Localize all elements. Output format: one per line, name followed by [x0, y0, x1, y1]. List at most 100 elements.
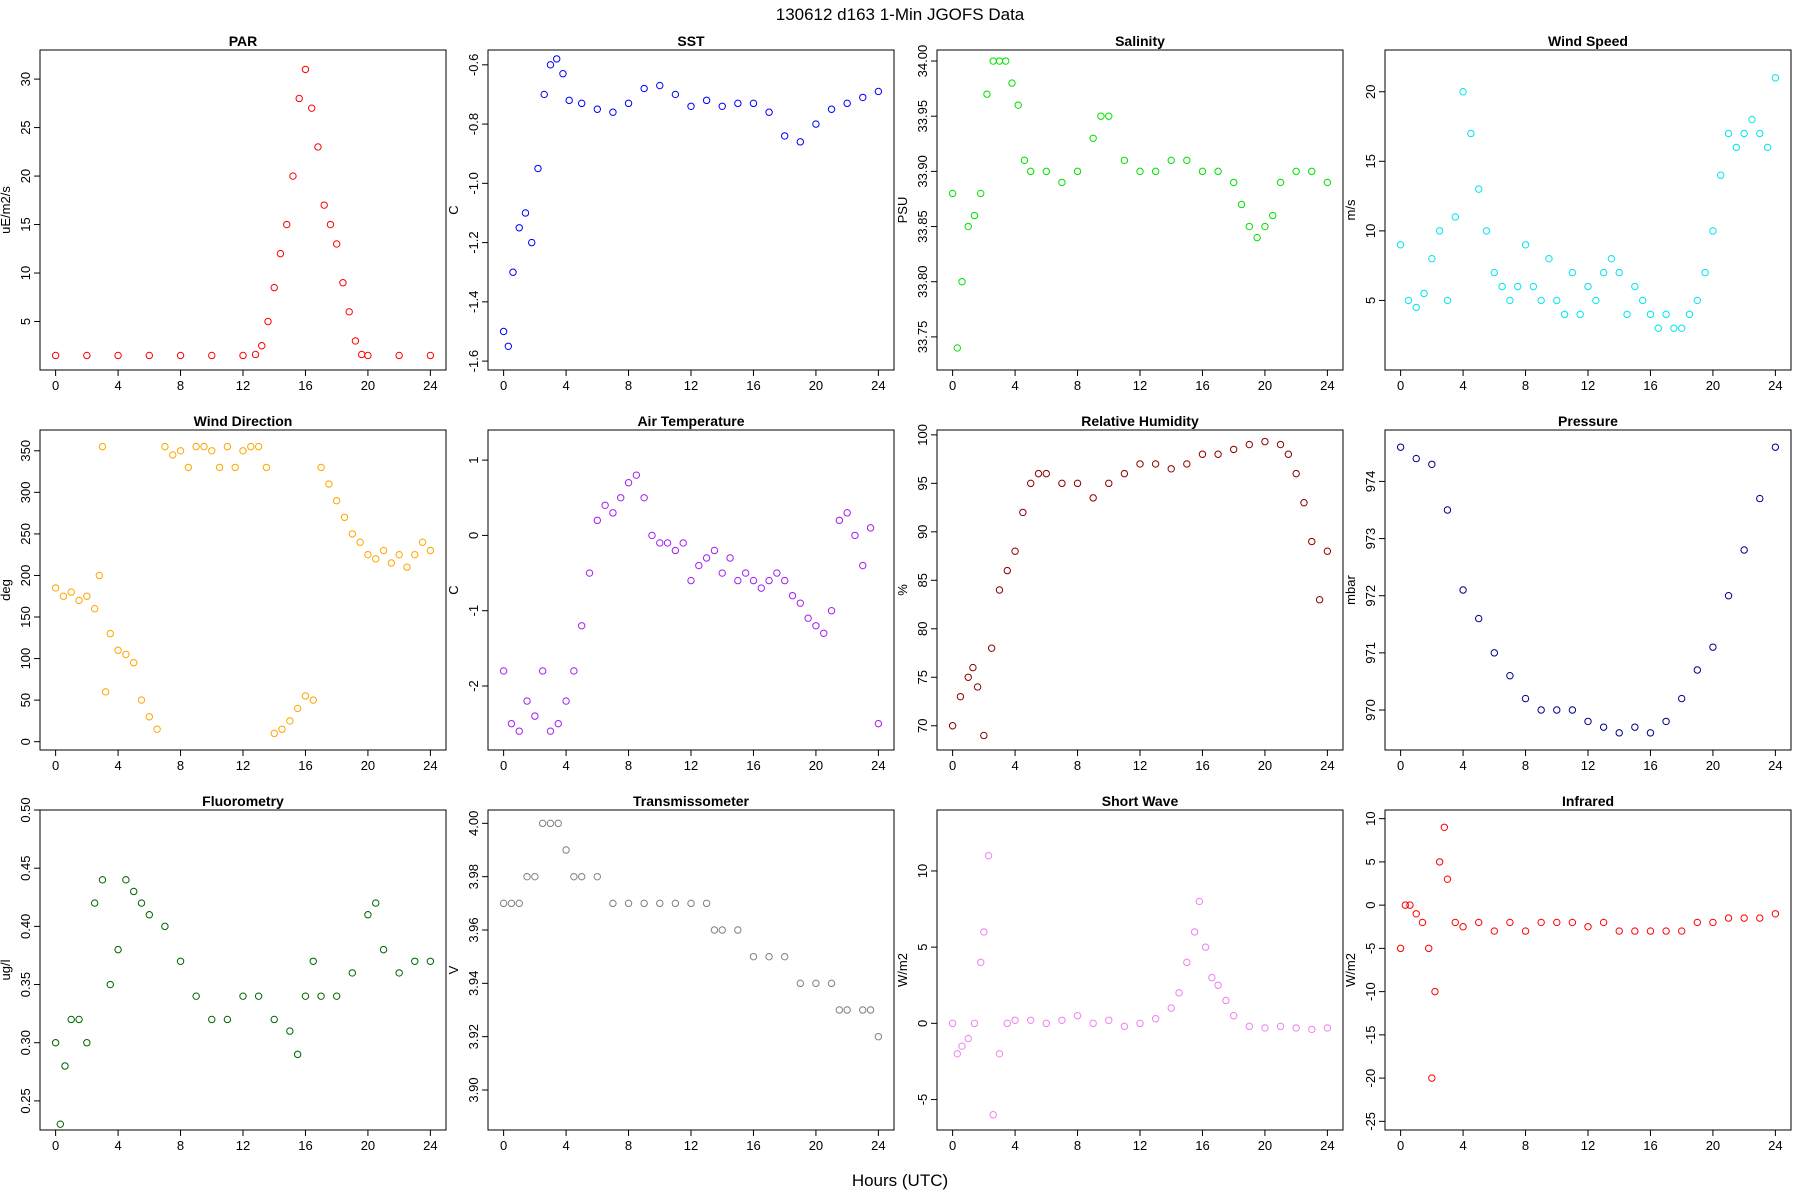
data-point [356, 538, 364, 546]
data-point [1724, 914, 1733, 922]
y-axis-label: W/m2 [895, 953, 910, 987]
data-point [1428, 460, 1436, 468]
panel-title: Fluorometry [202, 793, 284, 809]
x-tick-label: 0 [52, 1138, 59, 1153]
data-point [624, 99, 633, 108]
data-point [56, 1120, 64, 1128]
data-point [780, 132, 789, 140]
data-point [1763, 143, 1772, 152]
data-point [145, 911, 154, 919]
data-series [51, 65, 435, 360]
data-point [339, 279, 347, 287]
data-point [1709, 227, 1717, 235]
x-tick-label: 16 [1195, 378, 1209, 393]
y-tick-label: 10 [1363, 811, 1378, 825]
data-point [286, 1027, 294, 1035]
data-point [671, 546, 680, 555]
data-point [749, 952, 758, 961]
y-tick-label: -1.2 [466, 231, 481, 253]
panel-relative-humidity: Relative Humidity% 0 4 8 12 16 20 24 70 75 80 85 90 9… [895, 413, 1344, 773]
data-point [866, 1006, 875, 1014]
data-point [499, 327, 508, 336]
data-point [1058, 1016, 1066, 1024]
y-tick-label: 3.96 [466, 917, 481, 942]
y-tick-label: 33.75 [915, 321, 930, 354]
data-point [1428, 254, 1436, 263]
x-tick-label: 12 [1581, 1138, 1595, 1153]
data-point [293, 1050, 302, 1059]
x-tick-label: 24 [1768, 378, 1782, 393]
data-series [51, 876, 435, 1128]
data-point [562, 846, 570, 854]
data-point [1167, 156, 1175, 165]
data-point [1490, 649, 1499, 657]
data-point [345, 308, 353, 316]
panel-short-wave: Short Wave W/m2 0 4 8 12 16 20 24 -5 0 5 10 [895, 793, 1344, 1153]
data-point [208, 351, 216, 360]
data-point [1292, 469, 1300, 478]
data-point [1292, 1024, 1300, 1032]
x-axis-label: Hours (UTC) [852, 1171, 948, 1190]
x-tick-label: 24 [871, 1138, 885, 1153]
x-tick-label: 20 [1706, 1138, 1720, 1153]
data-point [1514, 282, 1522, 291]
data-point [1662, 927, 1670, 935]
x-tick-label: 0 [500, 378, 507, 393]
data-point [83, 1039, 91, 1047]
data-point [1490, 927, 1499, 935]
data-point [1105, 1016, 1113, 1024]
data-point [340, 513, 349, 521]
data-point [980, 731, 988, 740]
data-point [295, 94, 303, 103]
x-tick-label: 12 [684, 378, 698, 393]
data-point [859, 1006, 867, 1014]
data-point [1474, 614, 1483, 623]
x-tick-label: 0 [500, 1138, 507, 1153]
data-point [1584, 282, 1592, 291]
y-tick-label: -25 [1363, 1112, 1378, 1131]
y-tick-label: 25 [18, 120, 33, 134]
data-point [765, 576, 773, 585]
data-point [1412, 303, 1420, 312]
data-point [372, 899, 380, 907]
y-tick-label: 70 [915, 719, 930, 733]
data-point [403, 563, 411, 571]
data-point [656, 539, 664, 547]
data-point [1529, 282, 1538, 291]
data-point [1167, 1004, 1175, 1012]
data-point [953, 1050, 961, 1058]
x-tick-label: 16 [298, 1138, 312, 1153]
data-point [208, 447, 216, 455]
data-point [1451, 918, 1459, 927]
data-point [1120, 1022, 1129, 1031]
x-tick-label: 0 [949, 758, 956, 773]
x-tick-label: 12 [1581, 378, 1595, 393]
data-point [964, 673, 972, 681]
data-point [593, 105, 602, 113]
data-point [553, 55, 561, 63]
y-tick-label: 974 [1363, 471, 1378, 493]
x-tick-label: 16 [746, 758, 760, 773]
data-point [624, 899, 633, 908]
data-point [395, 351, 403, 360]
x-tick-label: 16 [1195, 758, 1209, 773]
data-point [67, 588, 75, 596]
y-tick-label: 5 [915, 944, 930, 951]
data-point [1677, 927, 1686, 935]
data-point [1732, 143, 1741, 152]
data-point [320, 201, 328, 209]
data-point [601, 501, 609, 509]
data-point [1315, 595, 1324, 604]
data-point [640, 899, 648, 908]
data-point [788, 591, 797, 600]
data-point [1646, 310, 1655, 319]
plot-frame [1384, 429, 1792, 751]
data-point [1451, 213, 1459, 221]
x-tick-label: 4 [1011, 378, 1018, 393]
data-point [1073, 479, 1082, 488]
data-point [289, 172, 297, 180]
x-tick-label: 24 [423, 378, 437, 393]
data-point [1300, 499, 1308, 507]
data-point [364, 911, 372, 919]
